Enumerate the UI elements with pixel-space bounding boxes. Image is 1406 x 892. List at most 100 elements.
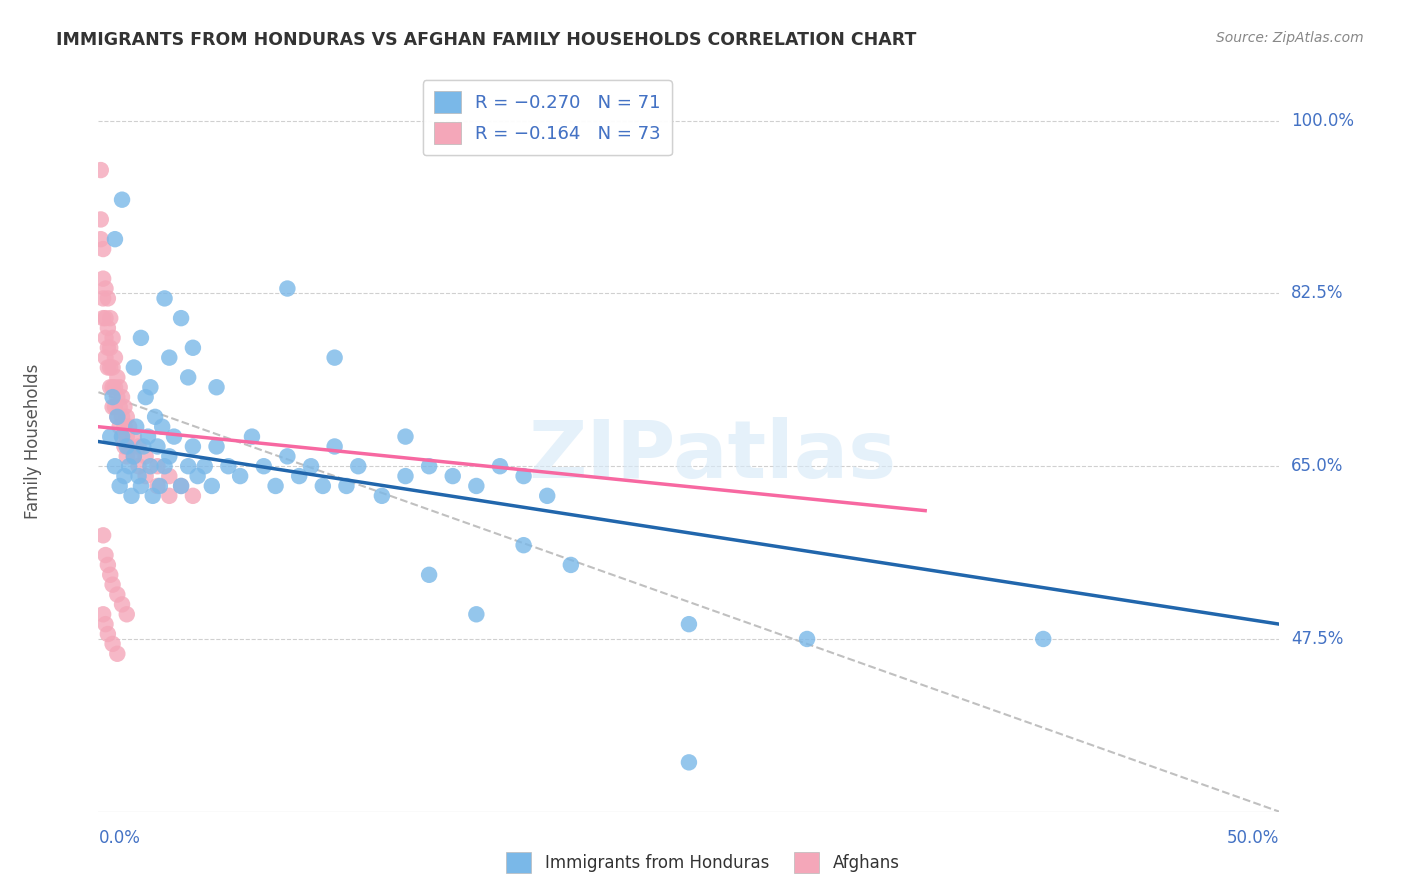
Point [97, 558, 120, 572]
Point [91, 292, 114, 306]
Point [104, 351, 127, 365]
Point [142, 489, 165, 503]
Point [101, 380, 124, 394]
Point [111, 390, 134, 404]
Point [163, 429, 186, 443]
Point [347, 459, 370, 474]
Point [394, 469, 416, 483]
Point [94, 281, 117, 295]
Point [205, 440, 228, 454]
Point [101, 360, 124, 375]
Point [135, 469, 157, 483]
Point [122, 450, 145, 464]
Point [125, 419, 148, 434]
Point [201, 479, 224, 493]
Point [118, 419, 141, 434]
Point [122, 429, 145, 443]
Point [146, 479, 169, 493]
Text: 82.5%: 82.5% [1291, 285, 1344, 302]
Point [512, 538, 534, 552]
Point [678, 756, 700, 770]
Text: Family Households: Family Households [24, 364, 42, 519]
Point [94, 617, 117, 632]
Point [299, 459, 322, 474]
Point [153, 459, 176, 474]
Point [143, 409, 166, 424]
Point [104, 459, 127, 474]
Point [115, 429, 138, 443]
Point [98, 567, 121, 582]
Point [94, 351, 117, 365]
Text: IMMIGRANTS FROM HONDURAS VS AFGHAN FAMILY HOUSEHOLDS CORRELATION CHART: IMMIGRANTS FROM HONDURAS VS AFGHAN FAMIL… [56, 31, 917, 49]
Point [122, 450, 145, 464]
Point [98, 311, 121, 326]
Point [111, 193, 134, 207]
Point [157, 489, 180, 503]
Point [205, 380, 228, 394]
Point [90, 212, 112, 227]
Point [157, 351, 180, 365]
Point [139, 459, 162, 474]
Point [187, 469, 209, 483]
Point [135, 450, 157, 464]
Point [135, 390, 157, 404]
Point [288, 469, 311, 483]
Point [115, 450, 138, 464]
Point [796, 632, 818, 646]
Point [111, 429, 134, 443]
Point [394, 429, 416, 443]
Point [157, 450, 180, 464]
Point [560, 558, 582, 572]
Point [98, 341, 121, 355]
Point [90, 163, 112, 178]
Point [149, 479, 172, 493]
Point [146, 459, 169, 474]
Point [97, 292, 120, 306]
Point [170, 479, 193, 493]
Point [108, 400, 131, 414]
Legend: Immigrants from Honduras, Afghans: Immigrants from Honduras, Afghans [499, 846, 907, 880]
Point [181, 341, 204, 355]
Point [108, 419, 131, 434]
Point [194, 459, 217, 474]
Point [371, 489, 394, 503]
Point [177, 370, 200, 384]
Point [129, 479, 152, 493]
Point [104, 380, 127, 394]
Point [217, 459, 239, 474]
Point [108, 380, 131, 394]
Point [253, 459, 276, 474]
Point [101, 390, 124, 404]
Point [98, 360, 121, 375]
Point [94, 548, 117, 562]
Point [97, 321, 120, 335]
Point [276, 450, 298, 464]
Point [91, 311, 114, 326]
Point [97, 627, 120, 641]
Text: ZIPatlas: ZIPatlas [529, 417, 897, 495]
Point [101, 400, 124, 414]
Point [118, 459, 141, 474]
Point [104, 400, 127, 414]
Point [98, 429, 121, 443]
Text: 100.0%: 100.0% [1291, 112, 1354, 129]
Point [132, 440, 155, 454]
Point [418, 459, 440, 474]
Point [335, 479, 357, 493]
Point [678, 617, 700, 632]
Point [105, 390, 128, 404]
Point [229, 469, 252, 483]
Point [97, 341, 120, 355]
Point [157, 469, 180, 483]
Point [115, 409, 138, 424]
Point [101, 577, 124, 591]
Point [94, 331, 117, 345]
Point [418, 567, 440, 582]
Text: Source: ZipAtlas.com: Source: ZipAtlas.com [1216, 31, 1364, 45]
Text: 47.5%: 47.5% [1291, 630, 1344, 648]
Point [111, 429, 134, 443]
Point [91, 271, 114, 285]
Point [105, 409, 128, 424]
Point [536, 489, 558, 503]
Point [105, 370, 128, 384]
